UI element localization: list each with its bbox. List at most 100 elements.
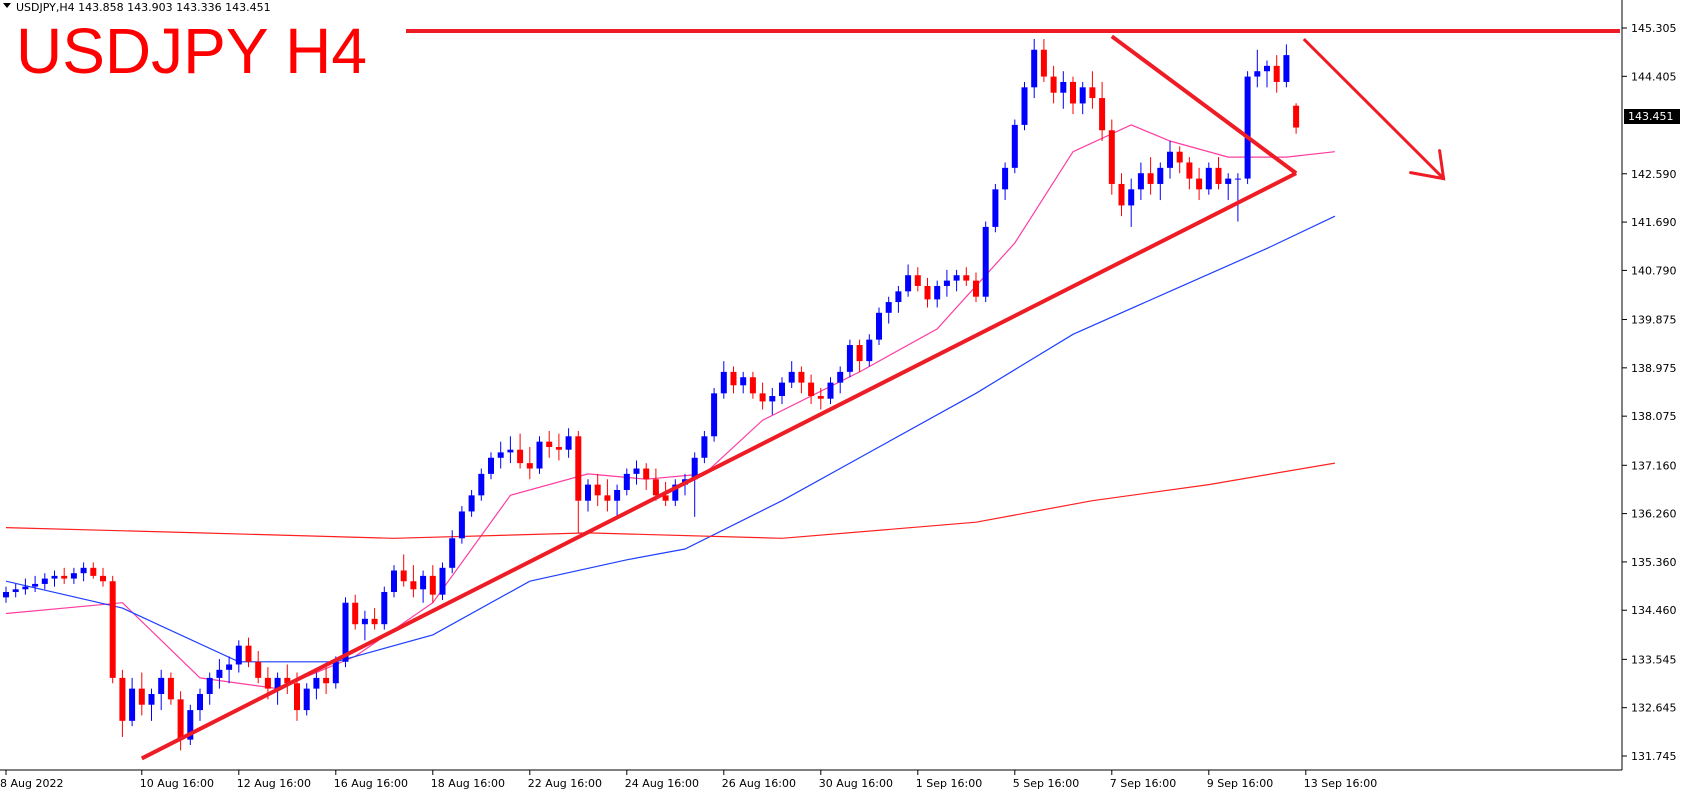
- candle: [497, 441, 504, 469]
- candle-body: [1147, 173, 1154, 184]
- candle-body: [701, 436, 708, 458]
- candle-body: [672, 484, 679, 501]
- candle: [391, 565, 397, 598]
- candle: [614, 484, 621, 517]
- ma-long-line: [5, 462, 1336, 539]
- candle: [1011, 119, 1018, 174]
- candle-body: [371, 618, 378, 625]
- candle-body: [1089, 87, 1096, 99]
- candle-body: [1293, 105, 1300, 128]
- candle: [468, 489, 475, 517]
- candle-body: [604, 495, 611, 501]
- candle-body: [1264, 65, 1270, 72]
- y-tick-label: 134.460: [1631, 604, 1677, 617]
- candle: [943, 269, 950, 297]
- candle: [148, 688, 155, 721]
- candle: [643, 463, 650, 490]
- x-tick-label: 8 Aug 2022: [0, 777, 63, 790]
- candle-body: [138, 688, 145, 705]
- candle-body: [167, 677, 174, 700]
- candle: [3, 586, 9, 603]
- candle: [507, 436, 514, 464]
- candle: [12, 583, 19, 598]
- candle-body: [662, 495, 669, 501]
- candle: [856, 339, 863, 372]
- candle-body: [740, 377, 747, 386]
- candle: [410, 565, 417, 598]
- triangle-down-icon[interactable]: [3, 3, 11, 8]
- candle: [575, 430, 582, 533]
- candle: [846, 339, 853, 378]
- candle-body: [1157, 167, 1164, 184]
- candle-body: [565, 436, 572, 450]
- candle: [1186, 157, 1193, 190]
- candle: [323, 667, 330, 694]
- candle-body: [197, 693, 203, 711]
- candle-body: [1273, 65, 1280, 82]
- candle-body: [51, 575, 58, 579]
- candle-body: [342, 602, 349, 662]
- candle: [885, 296, 892, 324]
- y-tick-label: 142.590: [1631, 168, 1677, 181]
- candle-body: [924, 285, 931, 300]
- candle-body: [332, 661, 339, 684]
- candle-body: [264, 677, 271, 689]
- candle-body: [905, 275, 912, 292]
- candle-body: [953, 275, 960, 281]
- candle: [759, 382, 766, 410]
- candle: [70, 567, 77, 584]
- candle-body: [1234, 178, 1241, 180]
- candle: [895, 285, 902, 313]
- candle: [555, 433, 562, 461]
- candle-body: [730, 371, 737, 386]
- candle: [1225, 173, 1232, 201]
- candle: [769, 387, 776, 415]
- candle: [352, 594, 359, 630]
- candle-body: [235, 645, 242, 665]
- candle-body: [352, 602, 359, 625]
- candle-body: [1283, 55, 1290, 82]
- candle: [517, 433, 524, 469]
- candle-body: [788, 371, 795, 383]
- candle-body: [1137, 173, 1144, 190]
- candle-body: [400, 570, 407, 582]
- candle: [565, 428, 572, 458]
- candle: [1118, 173, 1125, 217]
- candle-body: [623, 473, 630, 490]
- candle-body: [3, 591, 9, 598]
- candle-body: [361, 618, 368, 625]
- candle: [1264, 60, 1270, 88]
- candle-body: [294, 683, 300, 711]
- candle: [934, 280, 941, 308]
- candle-body: [1244, 76, 1251, 179]
- candle: [730, 366, 737, 394]
- candle: [439, 562, 446, 601]
- candle: [458, 506, 465, 544]
- candle-body: [982, 226, 989, 297]
- candle-body: [1254, 71, 1261, 77]
- candle-body: [1079, 87, 1086, 104]
- candle: [992, 183, 999, 233]
- candle-body: [1167, 151, 1173, 168]
- candle: [187, 704, 194, 745]
- candle: [1147, 157, 1154, 195]
- candle: [109, 575, 116, 684]
- candle: [953, 269, 960, 292]
- candle: [1089, 71, 1096, 109]
- candle: [1031, 39, 1038, 99]
- candle-body: [1176, 151, 1183, 163]
- candle: [197, 688, 203, 721]
- y-tick-label: 132.645: [1631, 702, 1677, 715]
- candle-body: [536, 441, 543, 469]
- candle-body: [22, 586, 29, 590]
- candle-body: [158, 677, 165, 694]
- candle: [691, 452, 698, 517]
- candle: [817, 387, 824, 410]
- candle: [536, 436, 543, 474]
- candle-body: [1070, 81, 1076, 104]
- candle: [924, 277, 931, 308]
- candle: [1108, 119, 1115, 195]
- candle-body: [943, 280, 950, 286]
